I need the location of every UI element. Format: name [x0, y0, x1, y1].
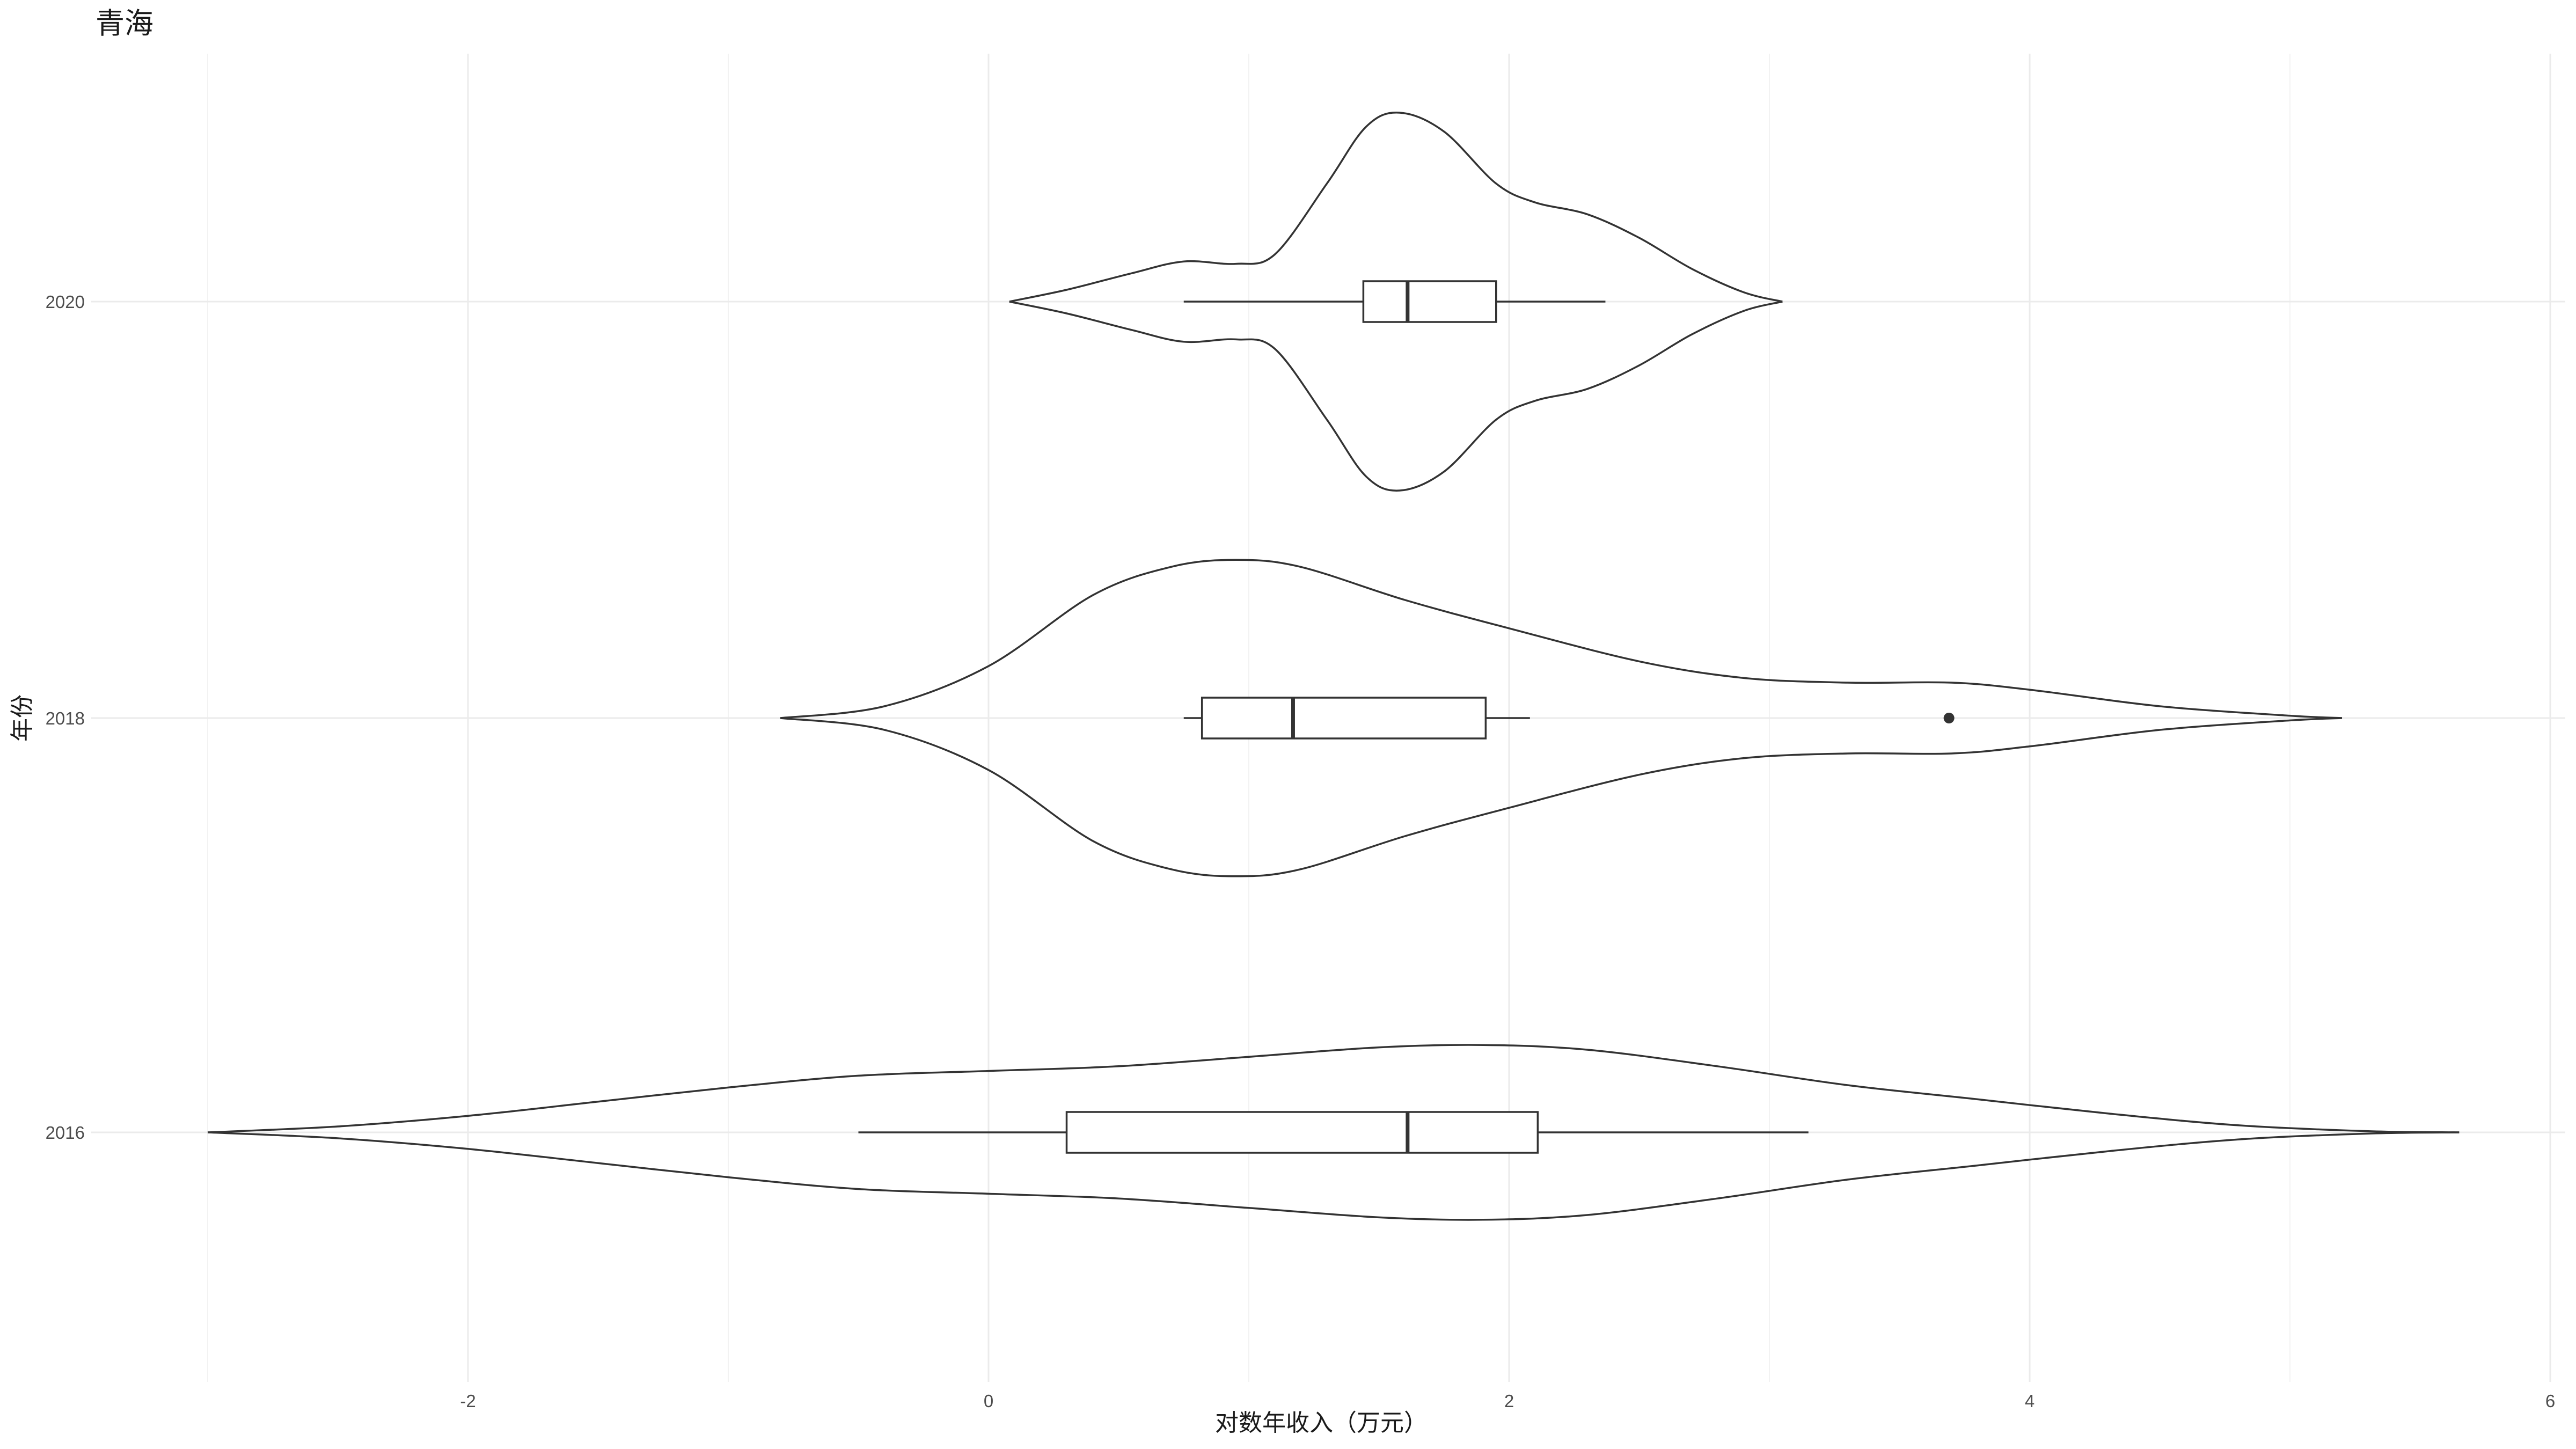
- y-tick-labels: 2016 2018 2020: [46, 292, 85, 1143]
- x-tick-label: 0: [984, 1391, 993, 1411]
- outlier-point: [1943, 713, 1955, 723]
- box-iqr: [1065, 1111, 1539, 1154]
- violin-outline-lower: [1009, 301, 1783, 492]
- violin-outline-lower: [207, 1131, 2460, 1221]
- y-tick-label: 2020: [46, 292, 85, 312]
- box-iqr: [1201, 697, 1487, 740]
- violin-outline-upper: [780, 559, 2343, 719]
- x-axis-title: 对数年收入（万元）: [1215, 1409, 1428, 1437]
- y-tick-label: 2018: [46, 708, 85, 728]
- violin-outline-upper: [1009, 112, 1783, 303]
- violin-group-2016: [207, 1044, 2460, 1221]
- x-tick-labels: -2 0 2 4 6: [460, 1391, 2555, 1411]
- x-tick-label: 6: [2545, 1391, 2555, 1411]
- chart-title: 青海: [96, 6, 153, 40]
- violin-group-2018: [780, 559, 2343, 877]
- y-tick-label: 2016: [46, 1123, 85, 1143]
- box-iqr: [1362, 280, 1497, 323]
- x-tick-label: 2: [1504, 1391, 1514, 1411]
- x-tick-label: -2: [460, 1391, 475, 1411]
- y-axis-title: 年份: [9, 694, 36, 742]
- violin-outline-upper: [207, 1044, 2460, 1133]
- plot-marks: [207, 112, 2460, 1221]
- violin-group-2020: [1009, 112, 1783, 492]
- x-tick-label: 4: [2025, 1391, 2035, 1411]
- violin-outline-lower: [780, 717, 2343, 877]
